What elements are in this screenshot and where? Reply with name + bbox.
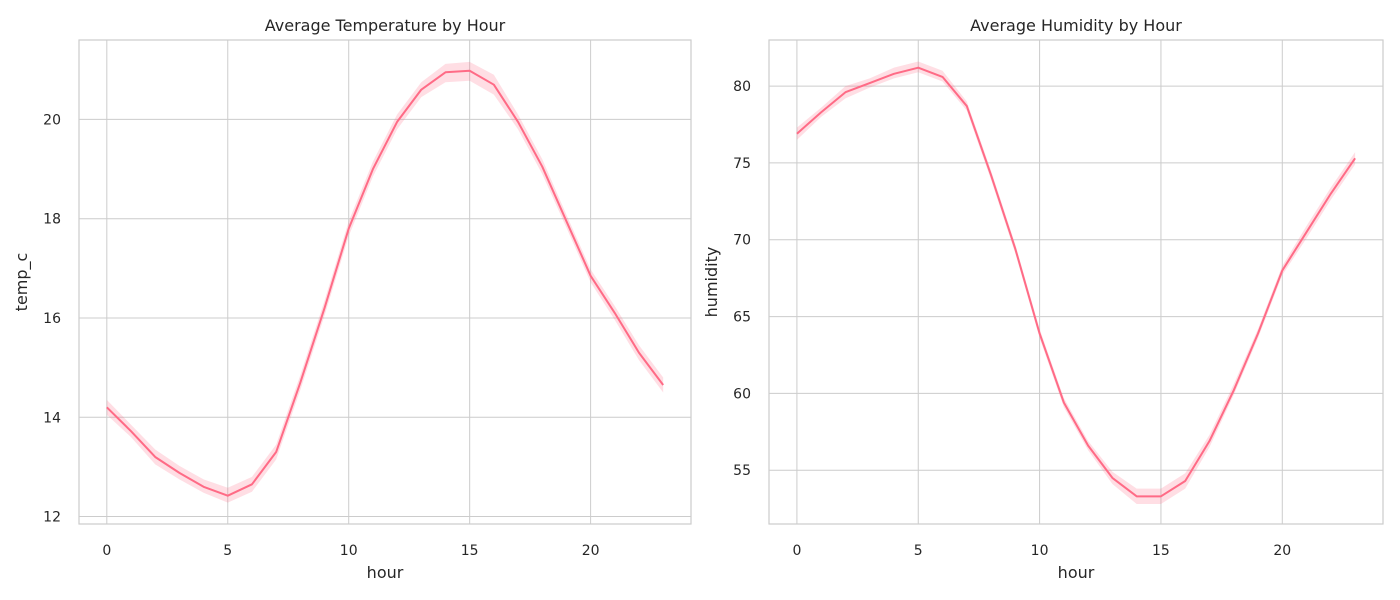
humidity-y-tick-label-3: 70 <box>733 233 751 249</box>
humidity-grid <box>769 40 1383 524</box>
temperature-chart: 0 5 10 15 20 12 14 16 18 20 Average Temperature b… <box>12 16 692 582</box>
temperature-x-tick-label-4: 20 <box>582 543 600 559</box>
humidity-x-tick-label-2: 10 <box>1031 543 1049 559</box>
humidity-x-tick-label-1: 5 <box>914 543 923 559</box>
humidity-tick-labels: 0 5 10 15 20 55 60 65 70 75 80 <box>733 79 1291 559</box>
humidity-x-axis-label: hour <box>1058 563 1095 582</box>
temperature-x-tick-label-2: 10 <box>340 543 358 559</box>
temperature-line <box>106 69 664 497</box>
temperature-tick-labels: 0 5 10 15 20 12 14 16 18 20 <box>43 112 599 559</box>
humidity-y-tick-label-1: 60 <box>733 386 751 402</box>
humidity-confidence-band <box>796 61 1356 505</box>
temperature-x-tick-label-0: 0 <box>102 543 111 559</box>
temperature-plot-frame <box>78 39 692 525</box>
humidity-x-tick-label-3: 15 <box>1152 543 1170 559</box>
temperature-y-axis-label: temp_c <box>12 253 32 312</box>
humidity-chart: 0 5 10 15 20 55 60 65 70 75 80 Average Humidity by… <box>702 16 1384 582</box>
temperature-y-tick-label-2: 16 <box>43 311 61 327</box>
humidity-y-tick-label-5: 80 <box>733 79 751 95</box>
humidity-chart-title: Average Humidity by Hour <box>970 16 1182 35</box>
temperature-y-tick-label-3: 18 <box>43 212 61 228</box>
humidity-y-axis-label: humidity <box>702 247 721 318</box>
temperature-x-tick-label-3: 15 <box>461 543 479 559</box>
temperature-grid <box>79 40 691 524</box>
temperature-y-tick-label-4: 20 <box>43 112 61 128</box>
temperature-y-tick-label-0: 12 <box>43 510 61 526</box>
humidity-x-tick-label-4: 20 <box>1273 543 1291 559</box>
humidity-plot-frame <box>768 39 1384 525</box>
humidity-y-tick-label-4: 75 <box>733 156 751 172</box>
temperature-x-tick-label-1: 5 <box>223 543 232 559</box>
temperature-y-tick-label-1: 14 <box>43 410 61 426</box>
humidity-y-tick-label-2: 65 <box>733 310 751 326</box>
humidity-y-tick-label-0: 55 <box>733 463 751 479</box>
temperature-confidence-band <box>106 61 664 503</box>
humidity-line <box>796 66 1356 498</box>
temperature-x-axis-label: hour <box>367 563 404 582</box>
temperature-chart-title: Average Temperature by Hour <box>265 16 506 35</box>
humidity-x-tick-label-0: 0 <box>792 543 801 559</box>
